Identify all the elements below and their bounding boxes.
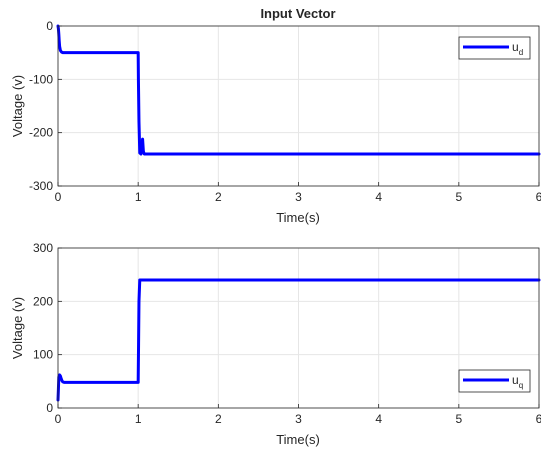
y-tick-label: 0: [46, 19, 53, 33]
y-tick-label: 200: [33, 294, 53, 308]
x-ticks-bottom: 0 1 2 3 4 5 6: [55, 404, 541, 426]
series-line-uq: [56, 278, 541, 402]
subplot-top: Input Vector 0 1 2 3 4 5 6 -300 -200 -100 0 Time(…: [10, 6, 541, 225]
x-tick-label: 6: [536, 412, 541, 426]
legend-top: ud: [458, 36, 531, 60]
y-tick-label: -200: [29, 126, 53, 140]
x-tick-label: 1: [135, 412, 142, 426]
x-axis-label-top: Time(s): [276, 210, 320, 225]
x-tick-label: 3: [295, 190, 302, 204]
x-tick-label: 2: [215, 412, 222, 426]
y-tick-label: -100: [29, 72, 53, 86]
subplot-bottom: 0 1 2 3 4 5 6 0 100 200 300 Time(s) Voltage (v) u…: [10, 241, 541, 447]
legend-label-uq: uq: [512, 373, 523, 390]
y-axis-label-bottom: Voltage (v): [10, 297, 25, 359]
x-tick-label: 0: [55, 412, 62, 426]
chart-title: Input Vector: [260, 6, 335, 21]
x-tick-label: 1: [135, 190, 142, 204]
x-tick-label: 4: [375, 190, 382, 204]
series-line-ud: [56, 24, 541, 156]
x-tick-label: 5: [455, 190, 462, 204]
y-ticks-top: -300 -200 -100 0: [29, 19, 62, 193]
y-axis-label-top: Voltage (v): [10, 75, 25, 137]
x-ticks-top: 0 1 2 3 4 5 6: [55, 182, 541, 204]
legend-bottom: uq: [458, 369, 531, 393]
y-tick-label: -300: [29, 179, 53, 193]
x-axis-label-bottom: Time(s): [276, 432, 320, 447]
x-tick-label: 2: [215, 190, 222, 204]
x-tick-label: 4: [375, 412, 382, 426]
series-group-bottom: [56, 278, 541, 402]
series-group-top: [56, 24, 541, 156]
legend-label-ud: ud: [512, 40, 523, 57]
x-tick-label: 6: [536, 190, 541, 204]
y-ticks-bottom: 0 100 200 300: [33, 241, 62, 415]
y-tick-label: 0: [46, 401, 53, 415]
y-tick-label: 300: [33, 241, 53, 255]
x-tick-label: 0: [55, 190, 62, 204]
y-tick-label: 100: [33, 348, 53, 362]
x-tick-label: 5: [455, 412, 462, 426]
x-tick-label: 3: [295, 412, 302, 426]
